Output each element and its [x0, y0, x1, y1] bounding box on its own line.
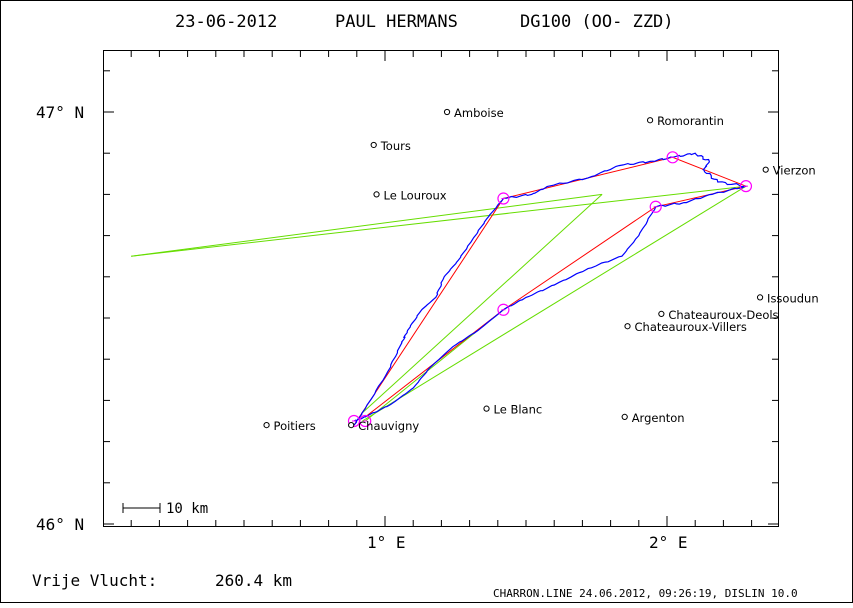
turnpoint-circle [739, 180, 753, 193]
place-label: Tours [380, 139, 411, 153]
lon-label: 1° E [367, 533, 406, 552]
place-label: Vierzon [773, 164, 816, 178]
place-label: Amboise [454, 106, 504, 120]
turnpoint-circle [497, 303, 510, 316]
place-labels: Amboise Romorantin Tours Vierzon Le Louroux I… [263, 106, 819, 433]
place-label: Poitiers [274, 419, 316, 433]
lon-label: 2° E [649, 533, 688, 552]
place-label: Chauvigny [358, 419, 419, 433]
place-marker [762, 166, 769, 173]
footer-stamp: CHARRON.LINE 24.06.2012, 09:26:19, DISLI… [493, 587, 798, 600]
turnpoint-circle [497, 192, 510, 205]
scale-bar-label: 10 km [166, 501, 208, 517]
place-marker [370, 141, 377, 149]
place-label: Issoudun [767, 291, 819, 305]
place-label: Le Louroux [384, 188, 447, 202]
place-label: Romorantin [657, 114, 724, 128]
sector-line [362, 194, 603, 414]
distance-value: 260.4 km [215, 571, 292, 590]
header-date: 23-06-2012 [175, 12, 277, 32]
map-frame [103, 50, 779, 527]
place-marker [756, 294, 764, 301]
lat-label: 47° N [36, 103, 84, 122]
place-marker [263, 422, 270, 429]
place-label: Chateauroux-Villers [635, 320, 747, 334]
flight-track [353, 152, 747, 426]
place-marker [348, 422, 355, 429]
turnpoint-circle [649, 200, 662, 213]
scale-bar: 10 km [122, 501, 208, 517]
place-marker [658, 310, 665, 317]
distance-label: Vrije Vlucht: [32, 571, 157, 590]
place-marker [624, 323, 631, 330]
place-label: Argenton [632, 411, 685, 425]
axis-labels: 47° N 46° N 1° E 2° E [36, 103, 688, 552]
place-marker [373, 191, 380, 198]
place-label: Le Blanc [494, 403, 543, 417]
sector-line [131, 193, 603, 257]
place-label: Chateauroux-Deols [668, 308, 778, 322]
sector-line [362, 185, 747, 422]
turnpoint-markers [347, 151, 753, 428]
sector-line [131, 185, 747, 257]
turnpoint-circle [359, 414, 372, 428]
header-pilot: PAUL HERMANS [335, 12, 458, 32]
header-glider: DG100 (OO- ZZD) [520, 12, 674, 32]
sector-lines [131, 185, 747, 422]
track-line [353, 152, 747, 426]
place-marker [621, 413, 628, 420]
axis-ticks [104, 51, 778, 526]
turnpoint-circle [666, 151, 679, 164]
lat-label: 46° N [36, 515, 84, 534]
place-marker [483, 405, 490, 412]
place-marker [646, 117, 654, 124]
place-marker [443, 108, 451, 116]
